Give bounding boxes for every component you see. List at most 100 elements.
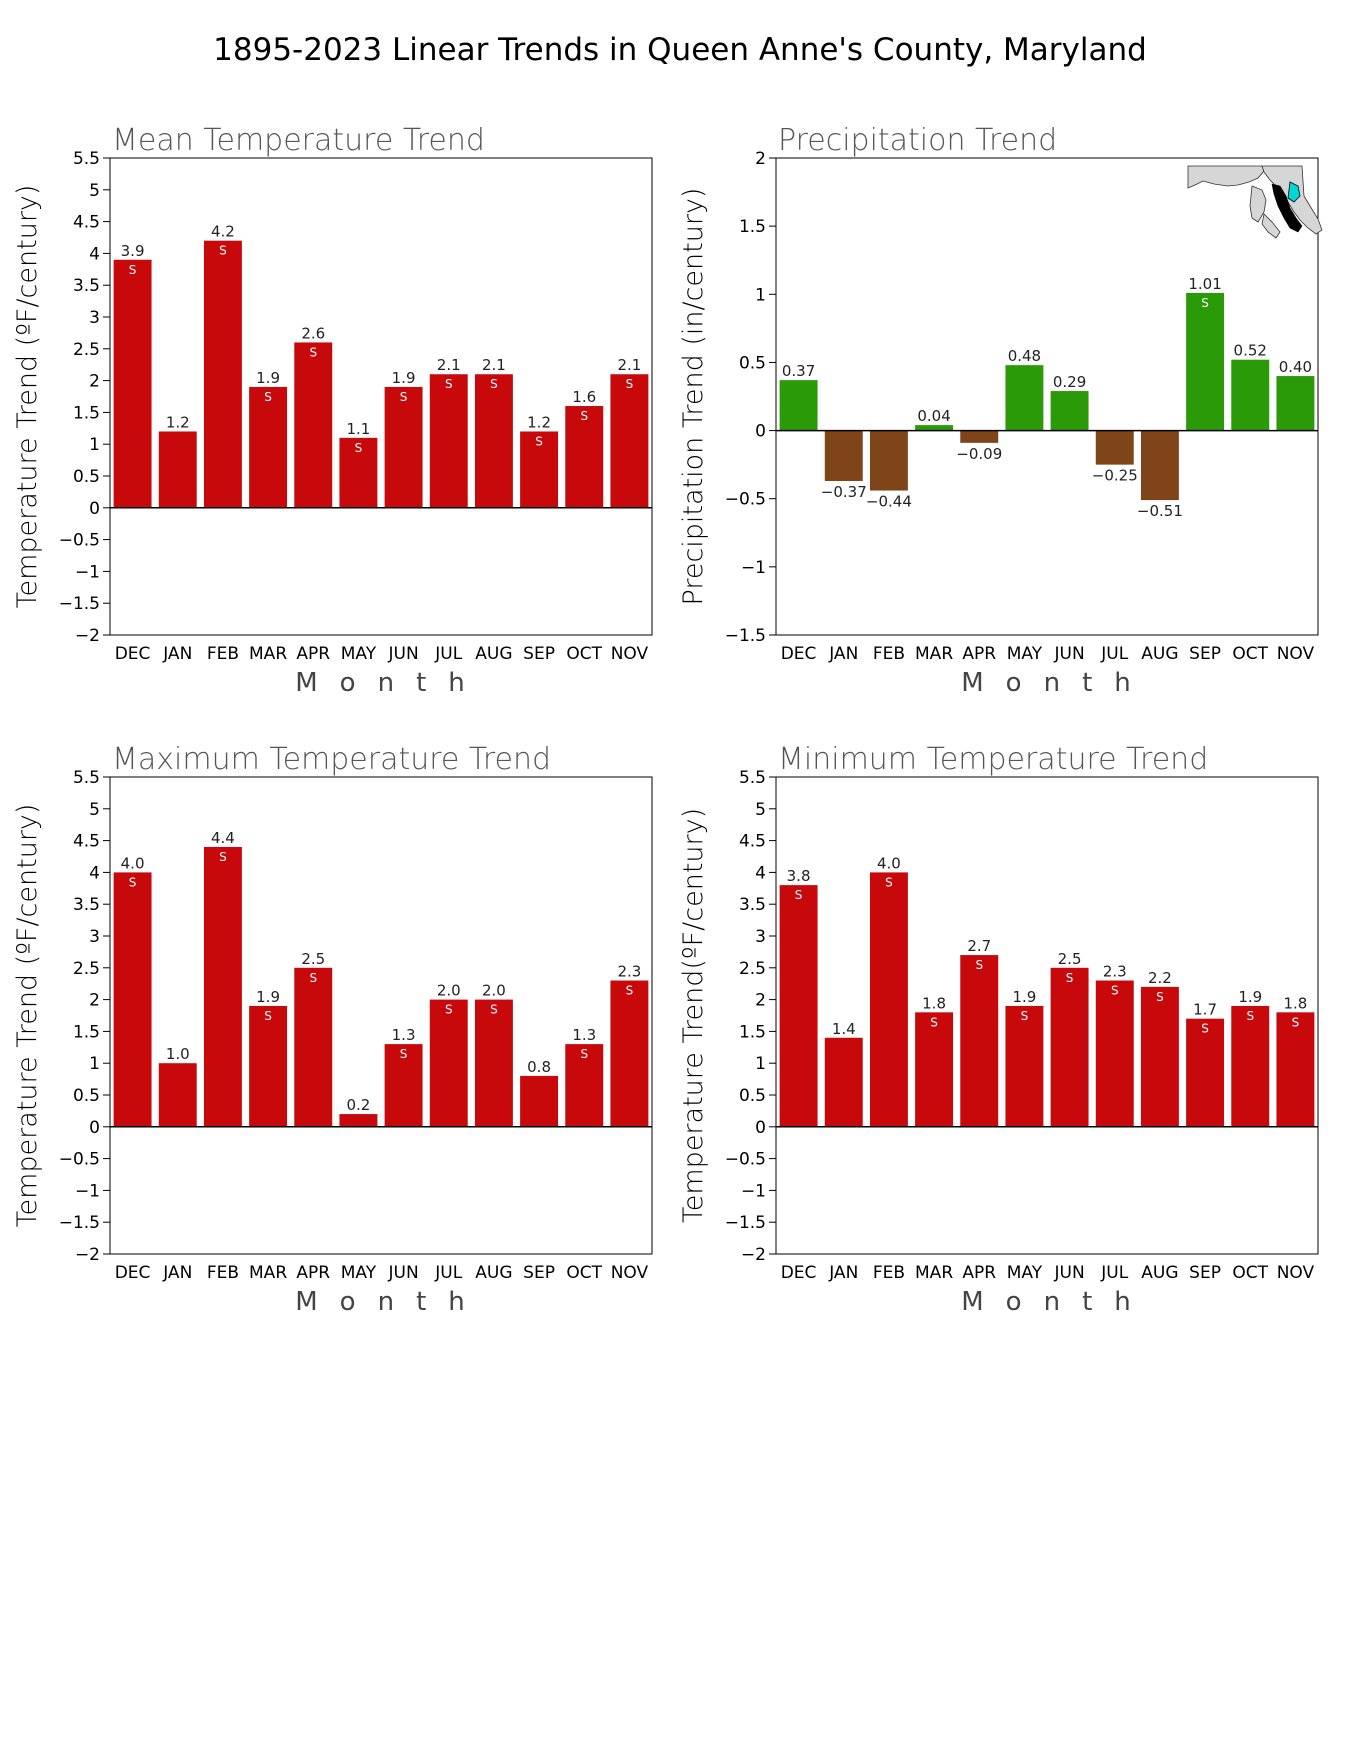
value-label: 2.0 [482,982,506,1000]
value-label: 0.2 [346,1096,370,1114]
y-tick-label: −1 [75,1181,100,1201]
significance-label: S [626,377,634,391]
x-tick-label: MAY [1007,1263,1043,1283]
bar-may [339,1114,378,1127]
y-tick-label: 0.5 [73,1086,100,1106]
bar-apr [294,342,333,508]
significance-label: S [1246,1009,1254,1023]
x-tick-label: APR [962,644,996,664]
x-tick-label: AUG [475,644,512,664]
x-tick-label: NOV [611,644,649,664]
y-tick-label: 2.5 [73,959,100,979]
value-label: −0.09 [956,445,1002,463]
y-tick-label: 2 [755,991,766,1011]
bar-may [339,437,378,508]
y-tick-label: 0.5 [73,467,100,487]
bar-jul [429,374,468,508]
bar-apr [960,430,999,443]
x-tick-label: APR [962,1263,996,1283]
bar-feb [203,240,242,508]
bar-jul [1095,980,1134,1127]
y-tick-label: 5 [89,181,100,201]
value-label: 2.2 [1148,969,1172,987]
panel-title: Precipitation Trend [778,123,1057,158]
y-tick-label: 1 [755,285,766,305]
bar-mar [249,386,288,508]
value-label: 1.8 [922,994,946,1012]
bar-jun [384,1044,423,1127]
y-tick-label: −1 [741,1181,766,1201]
value-label: 1.9 [1238,988,1262,1006]
x-axis-label: Month [961,1287,1153,1317]
bar-sep [520,431,559,508]
value-label: 1.7 [1193,1001,1217,1019]
bar-oct [565,1044,604,1127]
value-label: 0.40 [1279,358,1312,376]
significance-label: S [535,434,543,448]
x-tick-label: MAY [1007,644,1043,664]
bar-mar [915,425,954,431]
bar-jun [1050,391,1089,431]
y-tick-label: −2 [741,1245,766,1265]
value-label: 2.5 [1058,950,1082,968]
plot-frame [775,776,1319,1255]
y-tick-label: 4.5 [73,213,100,233]
x-tick-label: OCT [1232,1263,1268,1283]
value-label: 0.29 [1053,373,1086,391]
y-tick-label: −1.5 [725,626,766,646]
panel-title: Mean Temperature Trend [112,123,485,158]
value-label: 0.52 [1234,342,1267,360]
bar-feb [869,872,908,1127]
value-label: 0.37 [782,362,815,380]
maximum-temperature-panel: Maximum Temperature Trend −2 −1.5 −1 −0.5 0 0.… [12,742,653,1317]
y-tick-label: −2 [75,626,100,646]
x-tick-label: JUL [1100,644,1128,664]
value-label: 4.4 [211,829,235,847]
bar-apr [960,955,999,1127]
y-tick-label: 0.5 [739,353,766,373]
bar-may [1005,365,1044,431]
value-label: 1.8 [1283,994,1307,1012]
bar-sep [1186,1018,1225,1127]
value-label: 4.2 [211,223,235,241]
bar-nov [1276,1012,1315,1127]
bar-dec [779,380,818,431]
x-tick-label: JUL [434,1263,462,1283]
significance-label: S [795,888,803,902]
plot-frame [109,776,653,1255]
significance-label: S [400,390,408,404]
significance-label: S [264,390,272,404]
y-tick-label: 0 [89,499,100,519]
y-tick-label: 5 [89,800,100,820]
x-axis-label: Month [295,1287,487,1317]
value-label: 3.8 [787,867,811,885]
value-label: 2.6 [301,324,325,342]
x-tick-label: NOV [611,1263,649,1283]
bar-oct [1231,359,1270,431]
value-label: 0.48 [1008,347,1041,365]
y-tick-label: −1.5 [59,594,100,614]
value-label: 0.04 [917,407,950,425]
bar-nov [610,980,649,1127]
bar-dec [779,885,818,1127]
x-tick-label: SEP [1189,644,1221,664]
y-axis-label: Temperature Trend(ºF/century) [678,808,709,1223]
y-tick-label: 1 [89,435,100,455]
significance-label: S [1066,971,1074,985]
x-tick-label: DEC [115,644,151,664]
bar-jan [158,431,197,508]
y-tick-label: 3 [89,927,100,947]
significance-label: S [309,345,317,359]
bar-jun [384,386,423,508]
x-tick-label: OCT [1232,644,1268,664]
panel-title: Maximum Temperature Trend [112,742,551,777]
y-tick-label: −1.5 [725,1213,766,1233]
y-tick-label: 3.5 [73,276,100,296]
value-label: 1.9 [256,369,280,387]
x-tick-label: AUG [1141,644,1178,664]
value-label: 2.1 [482,356,506,374]
value-label: −0.25 [1092,467,1138,485]
y-tick-label: −1 [741,558,766,578]
x-axis-label: Month [295,668,487,698]
x-tick-label: SEP [523,1263,555,1283]
